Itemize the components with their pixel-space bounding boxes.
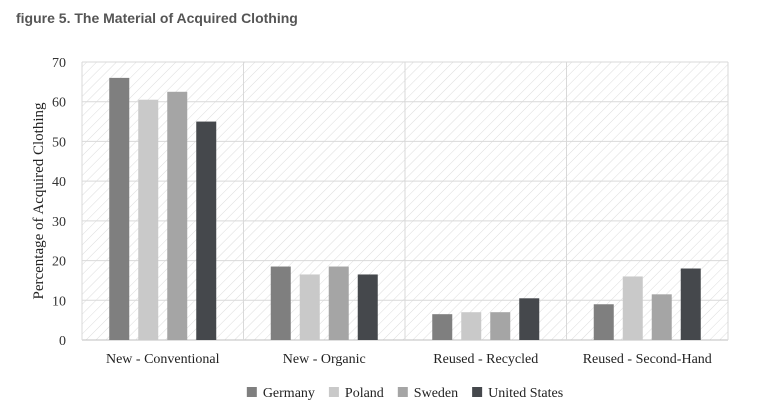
y-axis-ticks: 0 10 20 30 40 50 60 70: [52, 56, 66, 349]
bars: [109, 77, 701, 341]
y-tick-label: 10: [52, 294, 66, 309]
bar-sweden: [167, 91, 188, 341]
bar-poland: [622, 276, 643, 340]
legend-label: Poland: [345, 386, 384, 401]
bar-germany: [270, 266, 291, 340]
bar-united-states: [357, 274, 378, 340]
legend-label: Sweden: [414, 386, 458, 401]
legend-swatch: [246, 387, 257, 397]
bar-germany: [432, 314, 453, 340]
legend-label: Germany: [263, 386, 315, 401]
y-tick-label: 50: [52, 135, 66, 150]
bar-germany: [593, 304, 614, 340]
bar-poland: [461, 312, 482, 340]
figure-caption: figure 5. The Material of Acquired Cloth…: [16, 10, 298, 26]
category-separators: [81, 62, 729, 340]
x-tick-label: New - Organic: [283, 352, 366, 367]
bar-poland: [138, 99, 159, 340]
bar-poland: [299, 274, 320, 340]
y-tick-label: 30: [52, 215, 66, 230]
y-axis-title: Percentage of Acquired Clothing: [31, 102, 47, 300]
legend-swatch: [328, 387, 339, 397]
bar-united-states: [680, 268, 701, 340]
x-tick-label: Reused - Second-Hand: [583, 352, 712, 367]
legend-swatch: [397, 387, 408, 397]
x-axis-labels: New - Conventional New - Organic Reused - …: [106, 352, 712, 367]
x-tick-label: Reused - Recycled: [433, 352, 538, 367]
y-tick-label: 0: [59, 334, 66, 349]
bar-germany: [109, 77, 130, 340]
bar-sweden: [490, 312, 511, 340]
bar-united-states: [519, 298, 540, 340]
bar-united-states: [196, 121, 217, 340]
x-tick-label: New - Conventional: [106, 352, 220, 367]
legend: Germany Poland Sweden United States: [246, 386, 563, 401]
y-tick-label: 40: [52, 175, 66, 190]
y-tick-label: 20: [52, 255, 66, 270]
y-tick-label: 60: [52, 96, 66, 111]
legend-swatch: [472, 387, 483, 397]
legend-label: United States: [488, 386, 563, 401]
y-tick-label: 70: [52, 56, 66, 71]
bar-sweden: [328, 266, 349, 340]
bar-sweden: [651, 294, 672, 340]
